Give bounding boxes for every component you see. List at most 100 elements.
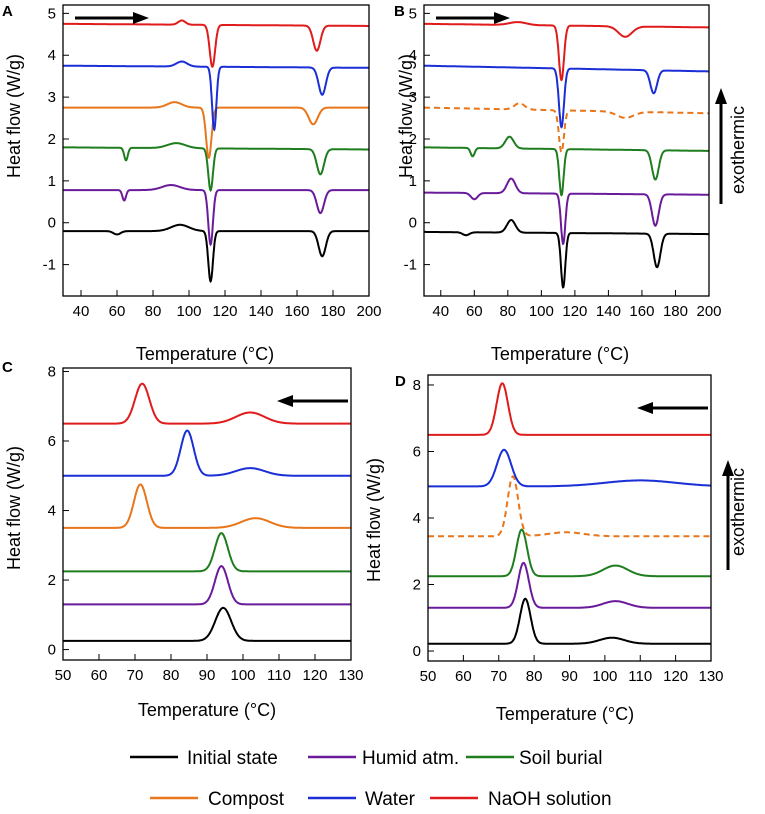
panel-b-ylabel: Heat flow (W/g) (396, 54, 416, 178)
panel-a-series-soil (63, 142, 369, 193)
panel-d-xtick-label: 90 (561, 668, 578, 685)
panel-a-ytick-label: 3 (48, 89, 56, 106)
panel-c-direction-arrowhead (277, 395, 293, 407)
legend-label-compost: Compost (208, 789, 285, 810)
panel-d-ytick-label: 0 (413, 643, 421, 660)
panel-d-xtick-label: 80 (526, 668, 543, 685)
panel-b-series-naoh (424, 21, 709, 82)
panel-a-xtick-label: 160 (284, 303, 309, 320)
panel-c: C Heat flow (W/g) Temperature (°C) 50 60 7… (2, 359, 364, 720)
panel-c-series-initial (63, 606, 351, 642)
panel-c-xtick-label: 110 (267, 667, 291, 684)
panel-b-xlabel: Temperature (°C) (491, 344, 629, 364)
panel-d-ytick-label: 8 (413, 377, 421, 394)
panel-d: D Heat flow (W/g) Temperature (°C) 50 60 7… (364, 373, 748, 724)
panel-a-xtick-label: 40 (73, 303, 90, 320)
legend-item-water: Water (308, 789, 416, 810)
panel-a-series-initial (63, 223, 369, 284)
panel-b-xtick-label: 120 (562, 303, 587, 320)
panel-b-ytick-label: 0 (409, 215, 417, 232)
panel-a-xtick-label: 120 (212, 303, 237, 320)
panel-c-ytick-label: 2 (48, 572, 56, 589)
panel-c-xtick-label: 70 (127, 667, 144, 684)
panel-a-xtick-label: 140 (248, 303, 273, 320)
panel-d-direction-arrowhead (637, 402, 653, 414)
panel-b-direction-arrowhead (494, 12, 510, 24)
panel-label-b: B (394, 3, 405, 20)
panel-a: A Heat flow (W/g) Temperature (°C) 40 60 8… (2, 3, 382, 364)
panel-d-xtick-label: 70 (490, 668, 507, 685)
legend-item-compost: Compost (150, 789, 285, 810)
panel-c-ylabel: Heat flow (W/g) (4, 446, 24, 570)
legend-item-initial: Initial state (130, 748, 278, 769)
panel-c-ytick-label: 0 (48, 642, 56, 659)
panel-d-xtick-label: 110 (628, 668, 652, 685)
panel-c-xtick-label: 60 (91, 667, 108, 684)
panel-a-xtick-label: 60 (109, 303, 126, 320)
panel-d-series-soil (428, 528, 711, 578)
panel-d-series-humid (428, 561, 711, 609)
panel-b-xtick-label: 80 (499, 303, 516, 320)
panel-b-series-water (424, 64, 709, 129)
exothermic-arrowhead-d (722, 460, 734, 476)
panel-a-ylabel: Heat flow (W/g) (4, 54, 24, 178)
panel-c-xtick-label: 130 (338, 667, 363, 684)
legend-label-naoh: NaOH solution (488, 789, 612, 810)
panel-c-series-compost (63, 483, 351, 529)
panel-b: B Heat flow (W/g) Temperature (°C) 40 60 8… (394, 3, 748, 364)
panel-d-frame (427, 374, 712, 662)
panel-label-a: A (2, 3, 13, 20)
panel-b-xtick-label: 200 (696, 303, 721, 320)
panel-a-xlabel: Temperature (°C) (136, 344, 274, 364)
panel-a-series-water (63, 60, 369, 132)
exothermic-label-d: exothermic (728, 468, 748, 556)
panel-a-ytick-label: 0 (48, 215, 56, 232)
panel-c-xtick-label: 80 (163, 667, 180, 684)
panel-c-ytick-label: 6 (48, 433, 56, 450)
panel-b-xtick-label: 60 (466, 303, 483, 320)
panel-label-c: C (2, 359, 13, 376)
panel-a-ytick-label: 2 (48, 131, 56, 148)
panel-b-ytick-label: 2 (409, 131, 417, 148)
panel-b-ytick-label: 5 (409, 5, 417, 22)
panel-c-xtick-label: 120 (302, 667, 327, 684)
panel-a-ytick-label: 5 (48, 5, 56, 22)
legend-label-humid: Humid atm. (362, 748, 459, 769)
panel-d-xtick-label: 120 (663, 668, 688, 685)
panel-d-xtick-label: 100 (592, 668, 617, 685)
exothermic-label-b: exothermic (728, 106, 748, 194)
panel-a-xtick-label: 80 (145, 303, 162, 320)
panel-a-xtick-label: 100 (176, 303, 201, 320)
panel-d-series-water (428, 448, 711, 488)
panel-b-xtick-label: 180 (663, 303, 688, 320)
panel-b-plot: 40 60 80 100 120 140 160 180 200 -1 0 1 2 3 4 5 (404, 4, 722, 320)
panel-c-series-humid (63, 565, 351, 606)
panel-c-frame (62, 367, 352, 661)
panel-b-series-initial (424, 219, 709, 289)
panel-b-xtick-label: 40 (432, 303, 449, 320)
panel-c-series-naoh (63, 382, 351, 425)
panel-c-xtick-label: 90 (199, 667, 216, 684)
legend-item-soil: Soil burial (466, 748, 602, 769)
panel-d-series-compost (428, 475, 711, 538)
panel-a-series-humid (63, 184, 369, 247)
panel-c-ytick-label: 8 (48, 363, 56, 380)
panel-a-frame (62, 4, 370, 297)
panel-d-xlabel: Temperature (°C) (496, 704, 634, 724)
panel-d-ylabel: Heat flow (W/g) (364, 458, 384, 582)
panel-a-xtick-label: 200 (356, 303, 381, 320)
panel-c-xtick-label: 100 (230, 667, 255, 684)
panel-d-xtick-label: 60 (455, 668, 472, 685)
panel-a-series-naoh (63, 19, 369, 68)
legend-label-initial: Initial state (187, 748, 278, 769)
panel-b-xtick-label: 140 (596, 303, 621, 320)
panel-c-xlabel: Temperature (°C) (138, 700, 276, 720)
panel-d-ytick-label: 6 (413, 443, 421, 460)
panel-b-ytick-label: 3 (409, 89, 417, 106)
panel-a-direction-arrowhead (133, 12, 149, 24)
legend-item-naoh: NaOH solution (430, 789, 612, 810)
panel-d-xtick-label: 50 (420, 668, 437, 685)
panel-a-ytick-label: -1 (43, 257, 56, 274)
panel-b-ytick-label: 4 (409, 47, 417, 64)
